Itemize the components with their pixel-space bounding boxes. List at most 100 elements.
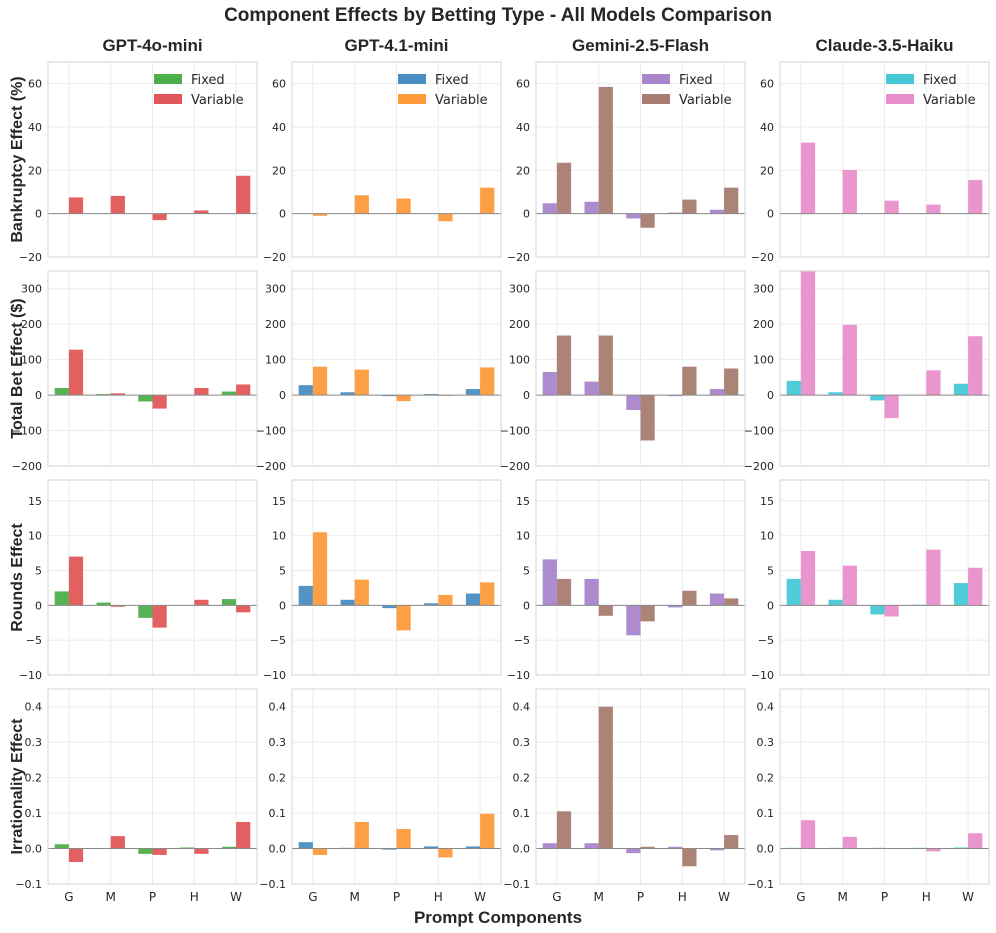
bar-variable	[884, 605, 899, 617]
subplot-frame	[291, 479, 502, 676]
y-tick-label: 0	[35, 599, 42, 612]
bar-variable	[926, 848, 941, 852]
y-tick-label: −10	[751, 669, 774, 682]
bar-fixed	[382, 605, 397, 609]
subplot-frame	[47, 688, 258, 885]
bar-variable	[640, 846, 655, 849]
bar-fixed	[584, 381, 599, 396]
y-tick-label: 40	[28, 121, 42, 134]
bar-fixed	[465, 846, 481, 849]
bar-variable	[68, 848, 84, 863]
bar-variable	[354, 369, 369, 396]
bar-variable	[396, 395, 411, 402]
y-tick-label: 200	[21, 318, 42, 331]
bar-fixed	[626, 848, 641, 854]
subplot-frame	[47, 479, 258, 676]
panel-grid: Bankruptcy Effect (%)GPT-4o-mini−2002040…	[9, 36, 990, 904]
bar-fixed	[542, 843, 557, 849]
bar-fixed	[828, 392, 843, 396]
bar-fixed	[584, 201, 599, 214]
y-tick-label: −200	[744, 460, 774, 473]
x-tick-label: M	[350, 890, 360, 904]
y-tick-label: 0.1	[757, 807, 775, 820]
x-tick-label: G	[308, 890, 317, 904]
subplot: −200 −100 0 100 200 300	[744, 270, 990, 473]
y-tick-label: 0	[523, 208, 530, 221]
bar-variable	[842, 565, 857, 606]
subplot-title: Claude-3.5-Haiku	[816, 36, 954, 55]
bar-variable	[682, 199, 697, 214]
bar-fixed	[138, 395, 153, 402]
x-tick-label: M	[106, 890, 116, 904]
y-tick-label: 0	[523, 599, 530, 612]
bar-variable	[194, 210, 209, 214]
subplot-frame	[779, 688, 990, 885]
y-tick-label: 200	[753, 318, 774, 331]
bar-fixed	[709, 593, 725, 606]
y-tick-label: 60	[28, 78, 42, 91]
y-tick-label: −100	[256, 425, 286, 438]
bar-variable	[396, 198, 411, 214]
y-tick-label: −10	[507, 669, 530, 682]
y-tick-label: 200	[509, 318, 530, 331]
bar-variable	[724, 187, 739, 214]
bar-variable	[556, 162, 572, 214]
bar-variable	[724, 368, 739, 396]
y-tick-label: 100	[509, 354, 530, 367]
subplot: Gemini-2.5-Flash −20 0 20 40 60 Fixed Variable	[507, 36, 746, 264]
bar-fixed	[221, 599, 237, 606]
bar-variable	[926, 204, 941, 214]
bar-variable	[800, 142, 816, 214]
bar-fixed	[96, 394, 111, 396]
y-axis-label: Bankruptcy Effect (%)	[9, 76, 26, 242]
bar-variable	[354, 821, 369, 849]
bar-fixed	[298, 585, 313, 606]
bar-variable	[480, 187, 495, 214]
bar-variable	[312, 213, 328, 216]
figure-title: Component Effects by Betting Type - All …	[224, 5, 772, 26]
bar-variable	[110, 195, 125, 214]
bar-variable	[598, 335, 613, 396]
bar-variable	[800, 820, 816, 849]
bar-fixed	[953, 583, 969, 606]
bar-variable	[968, 833, 983, 849]
bar-variable	[842, 324, 857, 396]
x-tick-label: P	[881, 890, 888, 904]
legend-label: Variable	[435, 93, 488, 108]
y-tick-label: 0.3	[25, 736, 43, 749]
y-tick-label: 300	[21, 283, 42, 296]
bar-fixed	[953, 847, 969, 849]
subplot-frame	[535, 479, 746, 676]
bar-fixed	[424, 603, 439, 606]
y-tick-label: 300	[265, 283, 286, 296]
y-tick-label: −0.1	[259, 878, 286, 891]
y-tick-label: 40	[760, 121, 774, 134]
x-tick-label: G	[552, 890, 561, 904]
y-tick-label: −5	[26, 634, 42, 647]
subplot-frame	[535, 688, 746, 885]
bar-variable	[396, 605, 411, 631]
bar-fixed	[54, 844, 69, 849]
y-tick-label: 0.3	[757, 736, 775, 749]
y-tick-label: 5	[35, 565, 42, 578]
y-tick-label: −20	[751, 251, 774, 264]
bar-fixed	[382, 848, 397, 850]
bar-variable	[480, 582, 495, 606]
y-tick-label: 0	[767, 208, 774, 221]
bar-fixed	[870, 395, 885, 401]
x-tick-label: M	[594, 890, 604, 904]
y-tick-label: 20	[272, 164, 286, 177]
y-tick-label: 20	[516, 164, 530, 177]
bar-variable	[68, 349, 84, 396]
bar-fixed	[424, 394, 439, 396]
bar-variable	[884, 395, 899, 419]
bar-variable	[110, 605, 125, 607]
y-tick-label: −0.1	[503, 878, 530, 891]
bar-variable	[236, 384, 251, 396]
bar-variable	[842, 169, 857, 214]
subplot: −200 −100 0 100 200 300	[256, 270, 502, 473]
x-tick-label: P	[637, 890, 644, 904]
y-tick-label: −100	[12, 425, 42, 438]
y-tick-label: 0.1	[269, 807, 287, 820]
